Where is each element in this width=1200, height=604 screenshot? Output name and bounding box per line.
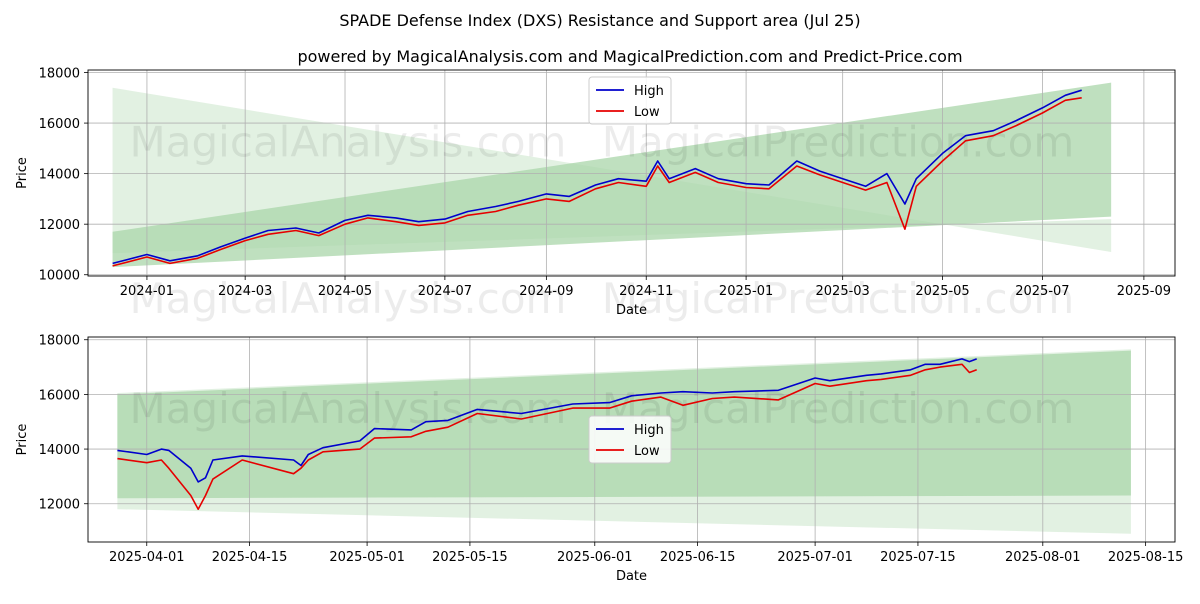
- x-tick-label: 2024-03: [218, 284, 272, 299]
- x-tick-label: 2025-09: [1117, 284, 1171, 299]
- x-tick-label: 2025-07: [1015, 284, 1069, 299]
- band-area-2: [112, 82, 1112, 268]
- series-line-high: [117, 358, 977, 483]
- series-line-low: [117, 363, 977, 511]
- top-plot-panel: 2024-01 2024-03 2024-05 2024-07 2024-09 2024-…: [15, 67, 1176, 323]
- x-tick-label: 2025-05-01: [329, 550, 405, 565]
- x-tick-label: 2024-09: [519, 284, 573, 299]
- y-tick-label: 10000: [39, 269, 80, 284]
- legend-box: [588, 415, 672, 464]
- chart-subtitle: powered by MagicalAnalysis.com and Magic…: [297, 47, 962, 66]
- legend-label-low: Low: [634, 105, 660, 120]
- series-line-low: [112, 97, 1082, 267]
- x-tick-label: 2025-08-15: [1108, 550, 1184, 565]
- y-tick-label: 12000: [39, 218, 80, 233]
- x-tick-label: 2025-07-15: [880, 550, 956, 565]
- bottom-plot-panel: 2025-04-01 2025-04-15 2025-05-01 2025-05-15…: [15, 334, 1183, 584]
- x-tick-label: 2025-06-15: [660, 550, 736, 565]
- y-tick-label: 14000: [39, 168, 80, 183]
- x-tick-label: 2025-01: [719, 284, 773, 299]
- y-axis-label: Price: [15, 424, 30, 456]
- x-axis-label: Date: [616, 303, 647, 318]
- legend: High Low: [588, 415, 672, 464]
- y-tick-label: 18000: [39, 67, 80, 82]
- watermark-text: MagicalPrediction.com: [602, 118, 1075, 167]
- watermark-text: MagicalAnalysis.com: [130, 384, 567, 433]
- y-axis-label: Price: [15, 157, 30, 189]
- legend-label-high: High: [634, 423, 664, 438]
- x-tick-label: 2025-05-15: [432, 550, 508, 565]
- y-tick-label: 14000: [39, 443, 80, 458]
- x-tick-label: 2024-07: [418, 284, 472, 299]
- x-tick-label: 2025-05: [915, 284, 969, 299]
- x-tick-label: 2025-08-01: [1005, 550, 1081, 565]
- legend-label-high: High: [634, 84, 664, 99]
- legend-box: [588, 76, 672, 125]
- x-tick-label: 2025-04-15: [212, 550, 288, 565]
- legend: High Low: [588, 76, 672, 125]
- legend-label-low: Low: [634, 444, 660, 459]
- watermark-text: MagicalAnalysis.com: [130, 274, 567, 323]
- watermark-text: MagicalAnalysis.com: [130, 118, 567, 167]
- y-tick-label: 12000: [39, 498, 80, 513]
- x-tick-label: 2025-03: [816, 284, 870, 299]
- series-line-high: [112, 89, 1082, 265]
- x-tick-label: 2025-07-01: [777, 550, 853, 565]
- x-tick-label: 2024-05: [318, 284, 372, 299]
- x-tick-label: 2024-11: [619, 284, 673, 299]
- chart-title: SPADE Defense Index (DXS) Resistance and…: [339, 11, 860, 30]
- y-tick-label: 16000: [39, 117, 80, 132]
- x-tick-label: 2025-06-01: [557, 550, 633, 565]
- y-tick-label: 18000: [39, 334, 80, 349]
- watermark-text: MagicalPrediction.com: [602, 274, 1075, 323]
- x-axis-label: Date: [616, 569, 647, 584]
- x-tick-label: 2024-01: [120, 284, 174, 299]
- y-tick-label: 16000: [39, 388, 80, 403]
- plot-frame: [87, 69, 1176, 277]
- x-tick-label: 2025-04-01: [109, 550, 185, 565]
- watermark-text: MagicalPrediction.com: [602, 384, 1075, 433]
- plot-frame: [87, 336, 1176, 543]
